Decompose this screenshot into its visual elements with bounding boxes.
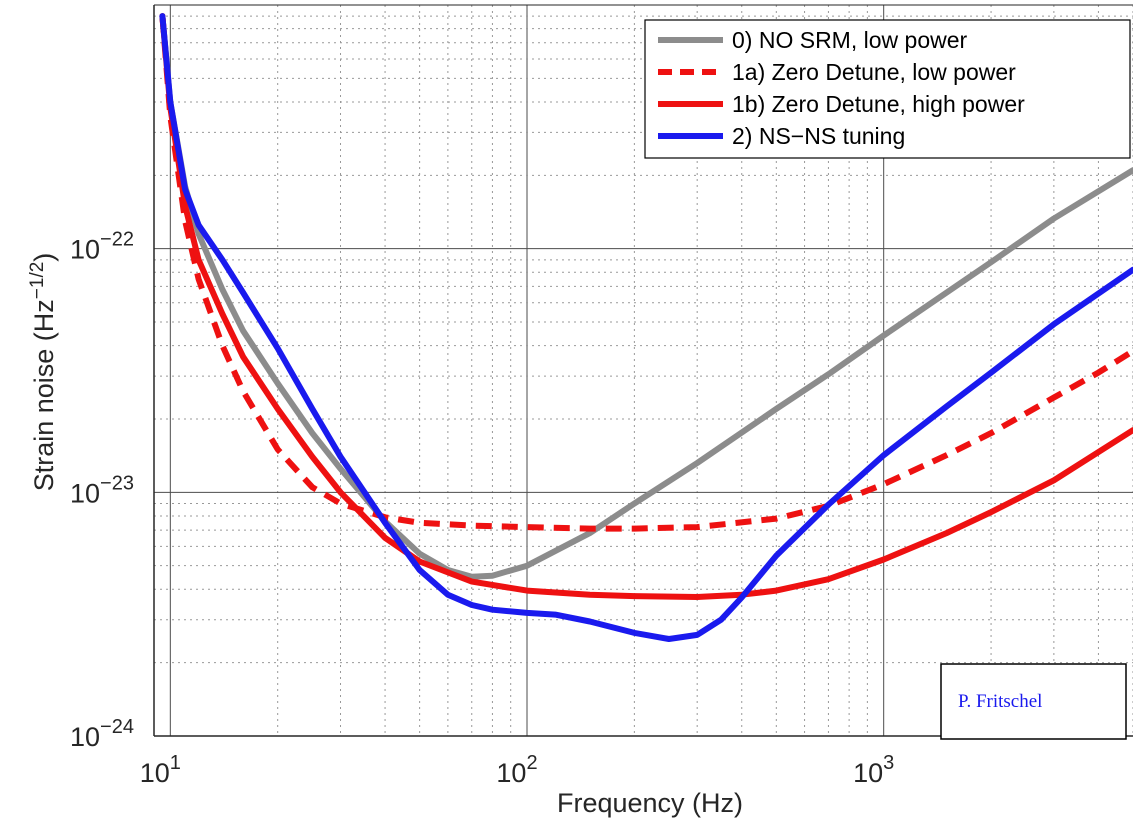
series-line-0 — [159, 13, 1133, 580]
y-tick-label: 10−22 — [70, 229, 134, 265]
tick-labels: 101 102 103 10−24 10−23 10−22 — [70, 229, 894, 788]
x-tick-label: 103 — [853, 752, 894, 788]
x-tick-label: 102 — [496, 752, 537, 788]
x-tick-label: 101 — [140, 752, 181, 788]
credit-box: P. Fritschel — [940, 663, 1127, 740]
y-tick-label: 10−24 — [70, 716, 134, 752]
y-axis-title: Strain noise (Hz−1/2) — [27, 253, 59, 492]
legend-label: 2) NS−NS tuning — [732, 123, 905, 149]
legend-label: 0) NO SRM, low power — [732, 27, 968, 53]
series-lines — [159, 13, 1133, 642]
x-axis-title: Frequency (Hz) — [557, 788, 743, 818]
legend-label: 1b) Zero Detune, high power — [732, 91, 1025, 117]
series-line-1 — [159, 15, 1133, 532]
legend-box — [644, 19, 1131, 159]
legend-label: 1a) Zero Detune, low power — [732, 59, 1016, 85]
y-tick-label: 10−23 — [70, 472, 134, 508]
series-line-3 — [159, 13, 1133, 642]
series-line-2 — [159, 13, 1133, 600]
credit-label: P. Fritschel — [958, 691, 1042, 712]
legend: 0) NO SRM, low power 1a) Zero Detune, low… — [644, 19, 1131, 159]
